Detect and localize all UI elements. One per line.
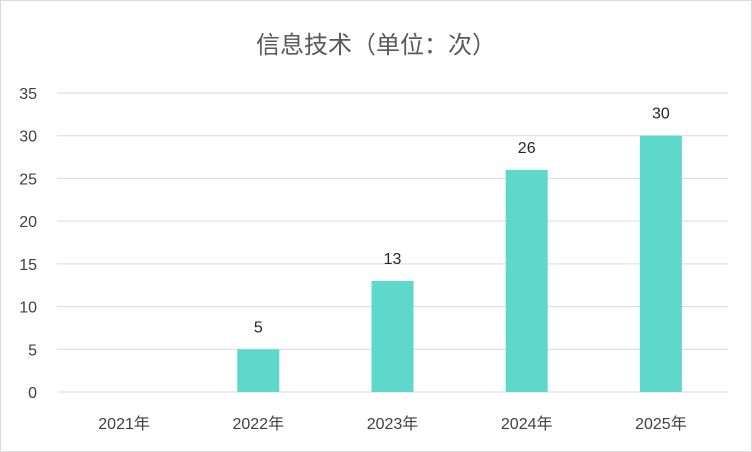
y-tick-label: 15 — [19, 257, 37, 274]
data-label: 5 — [254, 319, 263, 336]
y-tick-label: 30 — [19, 129, 37, 146]
bar — [505, 169, 548, 392]
bar — [371, 280, 414, 392]
x-tick-label: 2021年 — [98, 415, 150, 433]
y-tick-label: 10 — [19, 300, 37, 317]
data-label: 30 — [652, 106, 670, 123]
x-tick-label: 2023年 — [367, 415, 419, 433]
data-label: 26 — [518, 140, 536, 157]
y-tick-label: 5 — [28, 342, 37, 359]
x-tick-label: 2025年 — [635, 415, 687, 433]
y-tick-label: 25 — [19, 171, 37, 188]
y-tick-label: 0 — [28, 385, 37, 402]
y-tick-label: 20 — [19, 214, 37, 231]
x-tick-label: 2022年 — [232, 415, 284, 433]
bar — [237, 349, 280, 392]
bar — [639, 135, 682, 392]
data-label: 13 — [384, 251, 402, 268]
x-tick-label: 2024年 — [501, 415, 553, 433]
chart-title: 信息技术（单位：次） — [256, 31, 496, 59]
y-tick-label: 35 — [19, 86, 37, 103]
